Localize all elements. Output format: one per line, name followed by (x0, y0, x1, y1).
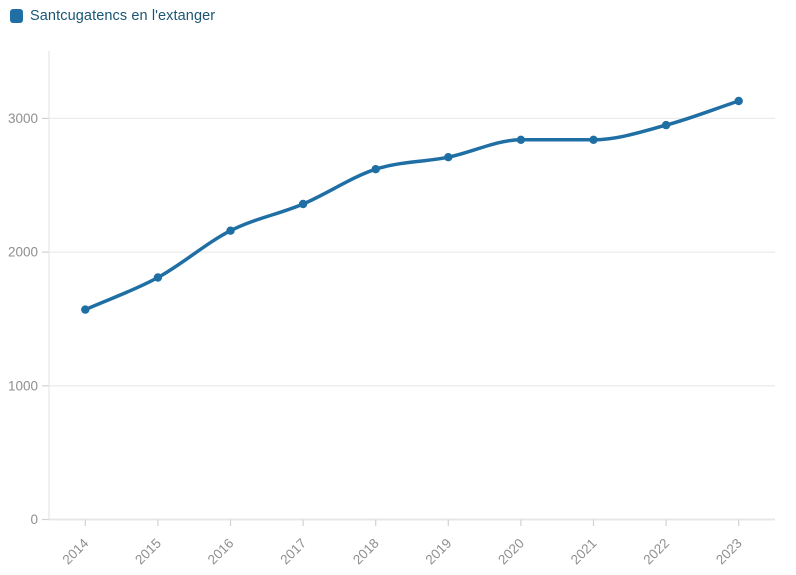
x-tick-label: 2022 (640, 536, 672, 568)
x-tick-label: 2014 (60, 535, 92, 567)
y-tick-label: 1000 (8, 378, 38, 393)
data-point[interactable] (226, 226, 235, 235)
y-tick-label: 2000 (8, 245, 38, 260)
series-line (83, 99, 741, 312)
data-point[interactable] (371, 165, 380, 174)
data-point[interactable] (153, 273, 163, 282)
x-tick-label: 2020 (495, 536, 527, 568)
data-point[interactable] (516, 135, 526, 144)
legend-label: Santcugatencs en l'extanger (30, 8, 216, 24)
data-point[interactable] (444, 153, 453, 162)
data-point[interactable] (734, 96, 743, 106)
legend-series-swatch (10, 9, 23, 24)
x-tick-label: 2021 (568, 536, 600, 568)
x-tick-label: 2019 (423, 536, 455, 568)
data-point[interactable] (298, 199, 308, 209)
y-tick-label: 3000 (8, 111, 38, 126)
x-tick-label: 2015 (132, 536, 164, 568)
x-tick-label: 2018 (350, 536, 382, 568)
x-tick-label: 2023 (713, 536, 745, 568)
data-point[interactable] (81, 305, 90, 314)
x-tick-label: 2016 (205, 536, 237, 568)
y-tick-label: 0 (30, 512, 38, 527)
x-tick-label: 2017 (277, 536, 309, 568)
data-point[interactable] (661, 120, 671, 130)
legend: Santcugatencs en l'extanger (10, 9, 215, 24)
data-point[interactable] (589, 135, 598, 144)
